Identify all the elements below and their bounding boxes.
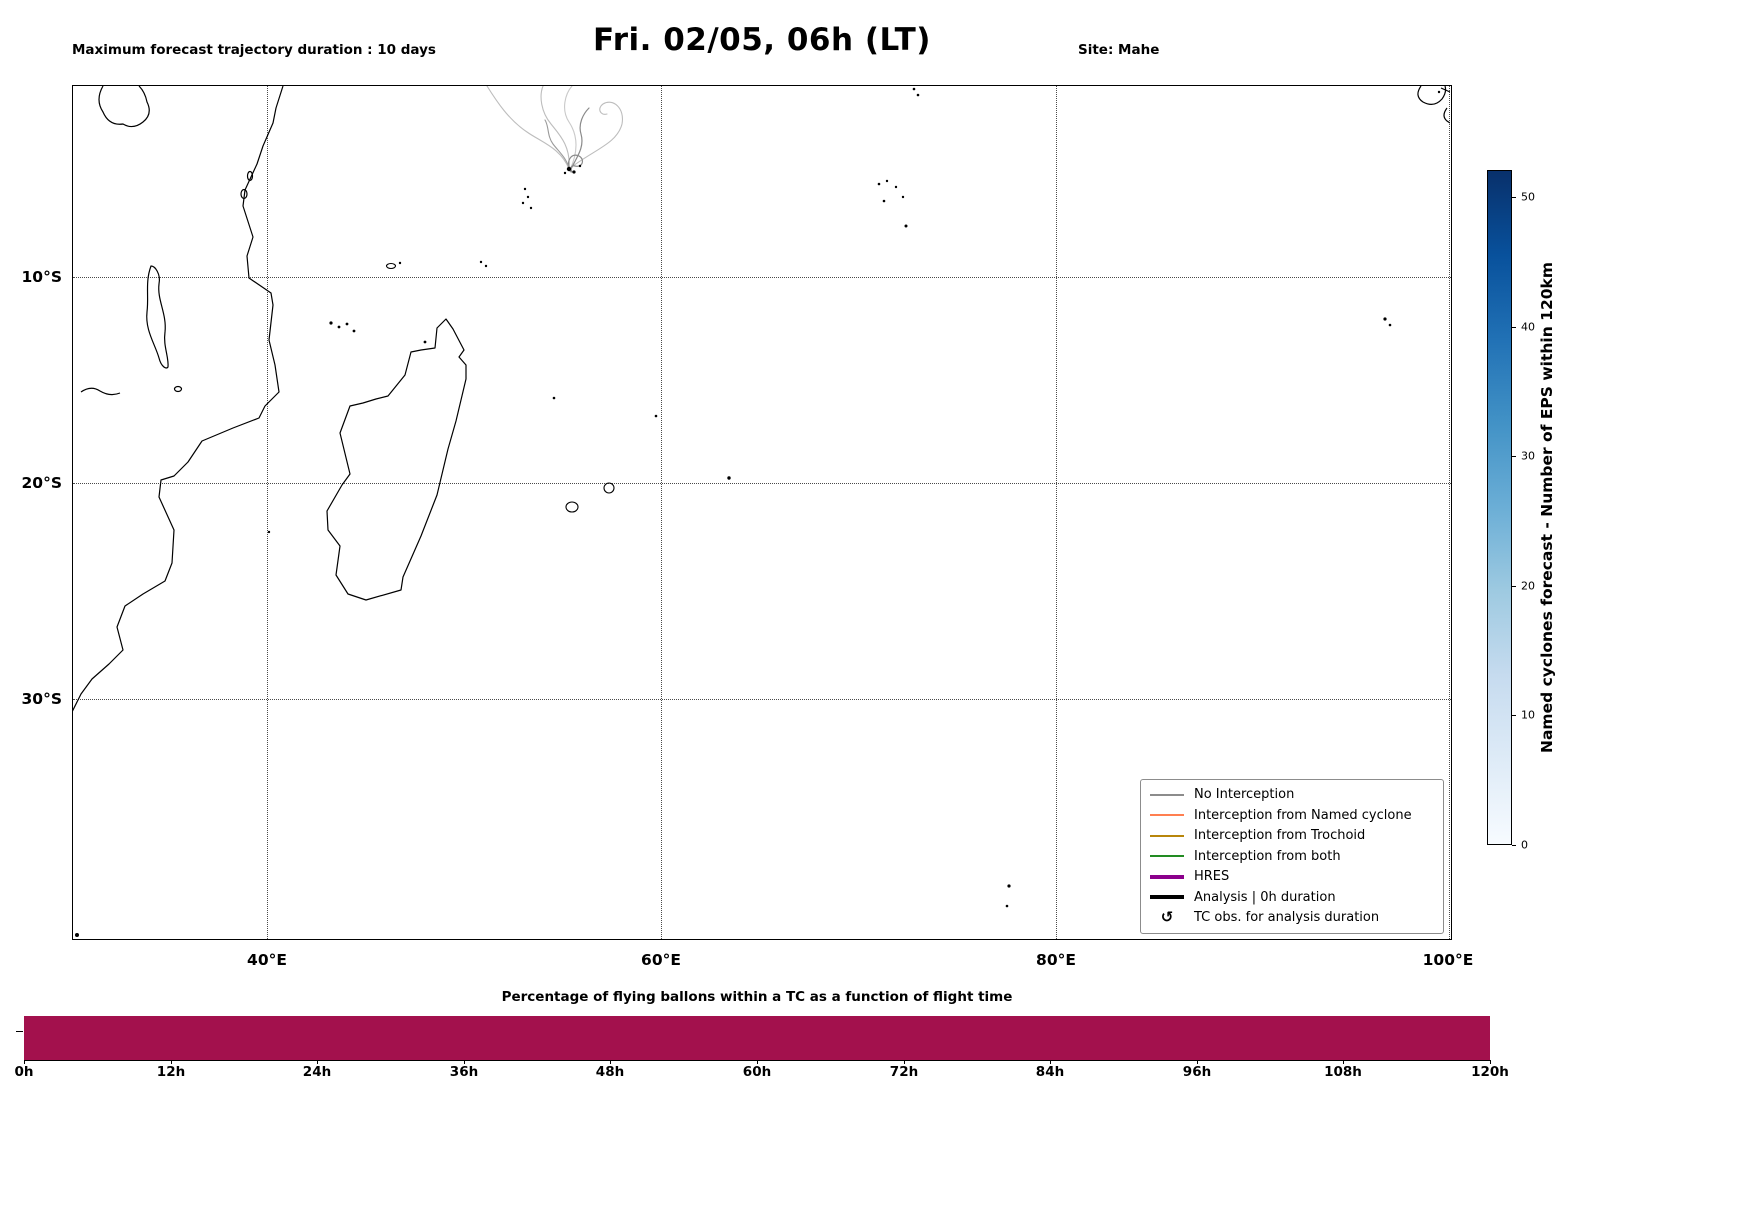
legend-label: Interception from Trochoid bbox=[1194, 828, 1366, 844]
bottom-xtick-60h: 60h bbox=[742, 1064, 772, 1080]
bottom-chart-title: Percentage of flying ballons within a TC… bbox=[501, 989, 1013, 1005]
sumatra-coast bbox=[1417, 86, 1450, 124]
info-site: Site: Mahe bbox=[1078, 42, 1160, 58]
cahora-bassa bbox=[80, 387, 121, 396]
colorbar bbox=[1487, 170, 1512, 845]
legend-label: No Interception bbox=[1194, 787, 1295, 803]
figure-title: Fri. 02/05, 06h (LT) bbox=[593, 22, 931, 58]
coastlines-svg bbox=[73, 86, 1450, 937]
mauritius-island bbox=[603, 482, 615, 494]
bottom-xtick-48h: 48h bbox=[595, 1064, 625, 1080]
colorbar-tickmark bbox=[1512, 715, 1516, 716]
black-line-swatch bbox=[1150, 895, 1184, 900]
lake-victoria bbox=[98, 86, 150, 128]
legend-item-trochoid: Interception from Trochoid bbox=[1150, 826, 1434, 847]
bottom-tickmark bbox=[317, 1060, 318, 1064]
legend-item-named-cyclone: Interception from Named cyclone bbox=[1150, 805, 1434, 826]
africa-coastline bbox=[73, 86, 284, 712]
bottom-tickmark bbox=[1050, 1060, 1051, 1064]
bottom-tickmark bbox=[24, 1060, 25, 1064]
colorbar-tick-10: 10 bbox=[1521, 708, 1535, 722]
lake-chilwa bbox=[173, 385, 183, 393]
green-line-swatch bbox=[1150, 855, 1184, 858]
gridline-20s bbox=[73, 483, 1451, 484]
legend-label: Analysis | 0h duration bbox=[1194, 889, 1336, 905]
pemba-island bbox=[246, 170, 254, 182]
bottom-tickmark bbox=[610, 1060, 611, 1064]
bottom-tickmark bbox=[757, 1060, 758, 1064]
legend-item-tc-obs: ↺ TC obs. for analysis duration bbox=[1150, 908, 1434, 929]
colorbar-tick-40: 40 bbox=[1521, 320, 1535, 334]
colorbar-tick-30: 30 bbox=[1521, 449, 1535, 463]
gridline-60e bbox=[661, 86, 662, 939]
bottom-xtick-24h: 24h bbox=[302, 1064, 332, 1080]
legend-label: TC obs. for analysis duration bbox=[1194, 910, 1380, 926]
aldabra-atoll bbox=[385, 262, 397, 270]
legend-label: Interception from both bbox=[1194, 848, 1341, 864]
ytick-10s: 10°S bbox=[21, 268, 62, 286]
legend-label: HRES bbox=[1194, 869, 1230, 885]
map-panel: No Interception Interception from Named … bbox=[72, 85, 1452, 940]
legend-label: Interception from Named cyclone bbox=[1194, 807, 1412, 823]
colorbar-tickmark bbox=[1512, 586, 1516, 587]
purple-line-swatch bbox=[1150, 874, 1184, 879]
xtick-60e: 60°E bbox=[641, 951, 681, 969]
bottom-xtick-36h: 36h bbox=[449, 1064, 479, 1080]
bottom-tickmark bbox=[1343, 1060, 1344, 1064]
gridline-100e bbox=[1449, 86, 1450, 939]
gridline-40e bbox=[267, 86, 268, 939]
zanzibar-island bbox=[240, 188, 248, 200]
xtick-40e: 40°E bbox=[247, 951, 287, 969]
balloon-trajectories bbox=[486, 86, 624, 173]
colorbar-tick-50: 50 bbox=[1521, 190, 1535, 204]
colorbar-tickmark bbox=[1512, 456, 1516, 457]
legend-item-both: Interception from both bbox=[1150, 846, 1434, 867]
xtick-80e: 80°E bbox=[1036, 951, 1076, 969]
colorbar-tick-20: 20 bbox=[1521, 579, 1535, 593]
bottom-xtick-12h: 12h bbox=[156, 1064, 186, 1080]
colorbar-tick-0: 0 bbox=[1521, 838, 1528, 852]
legend-item-analysis: Analysis | 0h duration bbox=[1150, 887, 1434, 908]
legend-item-hres: HRES bbox=[1150, 867, 1434, 888]
olive-line-swatch bbox=[1150, 834, 1184, 837]
ytick-20s: 20°S bbox=[21, 474, 62, 492]
islands-dots bbox=[75, 87, 1441, 937]
gridline-80e bbox=[1056, 86, 1057, 939]
bottom-xtick-120h: 120h bbox=[1471, 1064, 1509, 1080]
gridline-30s bbox=[73, 699, 1451, 700]
bottom-xtick-96h: 96h bbox=[1182, 1064, 1212, 1080]
colorbar-tickmark bbox=[1512, 327, 1516, 328]
bottom-tickmark bbox=[904, 1060, 905, 1064]
bottom-tickmark bbox=[1490, 1060, 1491, 1064]
bottom-xtick-72h: 72h bbox=[889, 1064, 919, 1080]
reunion-island bbox=[565, 501, 579, 513]
gray-line-swatch bbox=[1150, 793, 1184, 796]
island-outlines bbox=[385, 262, 615, 513]
colorbar-tickmark bbox=[1512, 197, 1516, 198]
orange-line-swatch bbox=[1150, 814, 1184, 817]
bottom-tickmark bbox=[171, 1060, 172, 1064]
legend-item-no-interception: No Interception bbox=[1150, 785, 1434, 806]
bottom-xtick-84h: 84h bbox=[1035, 1064, 1065, 1080]
colorbar-tickmark bbox=[1512, 845, 1516, 846]
bottom-xtick-0h: 0h bbox=[14, 1064, 34, 1080]
bottom-chart-ytick bbox=[16, 1031, 23, 1032]
xtick-100e: 100°E bbox=[1422, 951, 1474, 969]
flight-time-bar bbox=[24, 1016, 1490, 1060]
param-max-duration: Maximum forecast trajectory duration : 1… bbox=[72, 42, 436, 58]
bottom-xtick-108h: 108h bbox=[1324, 1064, 1362, 1080]
colorbar-axis-label: Named cyclones forecast - Number of EPS … bbox=[1538, 262, 1556, 753]
gridline-10s bbox=[73, 277, 1451, 278]
lake-malawi bbox=[146, 265, 169, 369]
bottom-tickmark bbox=[464, 1060, 465, 1064]
madagascar-outline bbox=[326, 318, 467, 601]
tc-obs-rotation-icon: ↺ bbox=[1160, 908, 1174, 927]
bottom-tickmark bbox=[1197, 1060, 1198, 1064]
ytick-30s: 30°S bbox=[21, 690, 62, 708]
map-legend: No Interception Interception from Named … bbox=[1140, 778, 1444, 934]
